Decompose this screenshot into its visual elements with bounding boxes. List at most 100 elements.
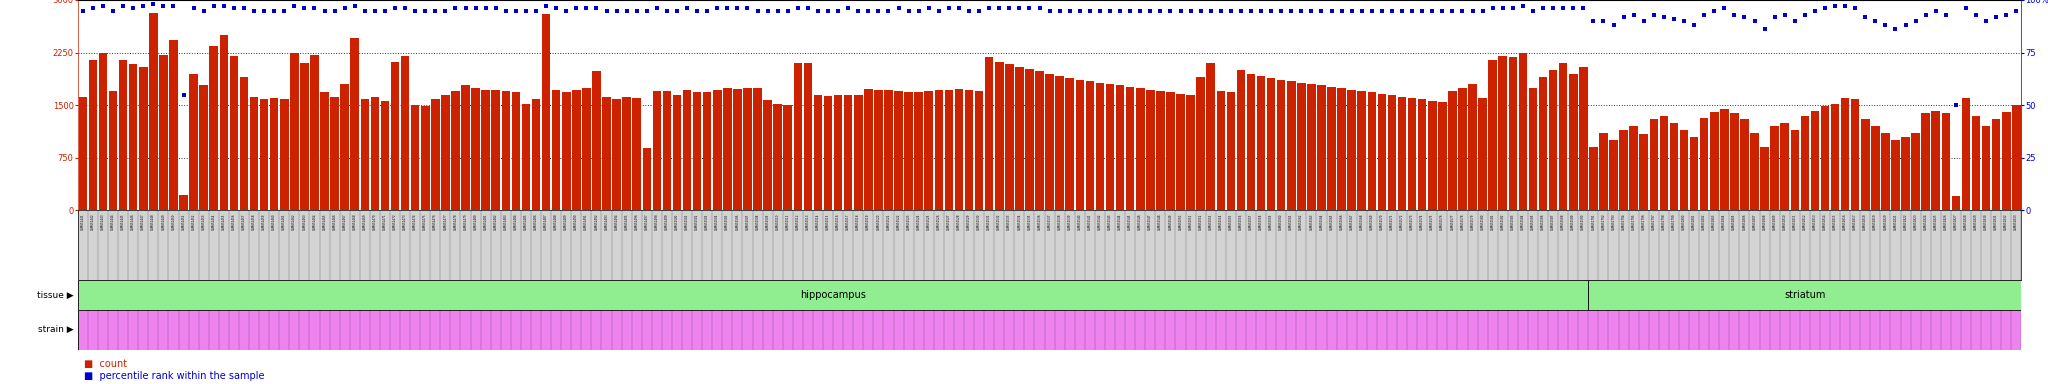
Point: [258, 7, 291, 13]
Point: [1204, 7, 1237, 13]
Point: [600, 7, 633, 13]
Bar: [813, 94, 821, 210]
Bar: [1247, 73, 1255, 210]
Point: [932, 5, 965, 12]
Point: [782, 5, 815, 12]
Point: [1415, 7, 1448, 13]
Bar: [1337, 88, 1346, 210]
Text: GSM651474: GSM651474: [414, 214, 418, 230]
Point: [86, 3, 119, 9]
Text: GSM651483: GSM651483: [504, 214, 508, 230]
Text: GSM651446: GSM651446: [131, 214, 135, 230]
Point: [1898, 18, 1931, 24]
Bar: [924, 91, 934, 210]
Point: [307, 7, 340, 13]
Text: GSM651542: GSM651542: [1098, 214, 1102, 230]
Bar: [1399, 97, 1407, 210]
Bar: [1872, 126, 1880, 210]
Text: GSM651552: GSM651552: [1198, 214, 1202, 230]
Point: [842, 7, 874, 13]
Text: GSM651544: GSM651544: [1118, 214, 1122, 230]
Point: [631, 7, 664, 13]
Bar: [1800, 116, 1808, 210]
Bar: [672, 94, 682, 210]
Point: [1909, 12, 1942, 18]
Bar: [1821, 106, 1829, 210]
Point: [217, 5, 250, 12]
Text: GSM651577: GSM651577: [1450, 214, 1454, 230]
Text: ■  count: ■ count: [84, 359, 127, 369]
Text: GSM651484: GSM651484: [514, 214, 518, 230]
Point: [1315, 7, 1348, 13]
Point: [106, 3, 139, 9]
Point: [1677, 22, 1710, 28]
Bar: [874, 89, 883, 210]
Point: [358, 7, 391, 13]
Bar: [522, 104, 530, 210]
Text: GSM651798: GSM651798: [1661, 214, 1665, 230]
Point: [76, 5, 109, 12]
Point: [973, 5, 1006, 12]
Bar: [1217, 91, 1225, 210]
Text: GSM651504: GSM651504: [715, 214, 719, 230]
Text: GSM651568: GSM651568: [1360, 214, 1364, 230]
Text: GSM651557: GSM651557: [1249, 214, 1253, 230]
Bar: [451, 91, 459, 210]
Point: [1114, 7, 1147, 13]
Text: GSM651490: GSM651490: [573, 214, 578, 230]
Text: strain ▶: strain ▶: [39, 325, 74, 334]
Bar: [471, 88, 479, 210]
Text: GSM651575: GSM651575: [1430, 214, 1434, 230]
Bar: [461, 85, 469, 210]
Bar: [1548, 70, 1556, 210]
Text: GSM651496: GSM651496: [635, 214, 639, 230]
Bar: [1972, 116, 1980, 210]
Text: GSM651818: GSM651818: [1864, 214, 1868, 230]
Text: GSM651499: GSM651499: [666, 214, 670, 230]
Bar: [330, 97, 338, 210]
Text: GSM651578: GSM651578: [1460, 214, 1464, 230]
Text: GSM651803: GSM651803: [1712, 214, 1716, 230]
Text: tissue ▶: tissue ▶: [37, 290, 74, 300]
Text: GSM651567: GSM651567: [1350, 214, 1354, 230]
Text: GSM651794: GSM651794: [1622, 214, 1626, 230]
Bar: [571, 89, 580, 210]
Point: [1225, 7, 1257, 13]
Point: [831, 5, 864, 12]
Point: [348, 7, 381, 13]
Point: [1042, 7, 1075, 13]
Text: GSM651558: GSM651558: [1260, 214, 1264, 230]
Bar: [78, 280, 1589, 310]
Bar: [1569, 73, 1577, 210]
Text: GSM651477: GSM651477: [442, 214, 446, 230]
Text: striatum: striatum: [1784, 290, 1825, 300]
Text: GSM651554: GSM651554: [1219, 214, 1223, 230]
Text: GSM651529: GSM651529: [967, 214, 971, 230]
Text: GSM651465: GSM651465: [322, 214, 326, 230]
Text: GSM651489: GSM651489: [565, 214, 567, 230]
Bar: [502, 91, 510, 210]
Text: GSM651494: GSM651494: [614, 214, 618, 230]
Point: [420, 7, 453, 13]
Point: [1808, 5, 1841, 12]
Point: [1145, 7, 1178, 13]
Bar: [492, 89, 500, 210]
Point: [1880, 26, 1913, 33]
Bar: [1942, 113, 1950, 210]
Bar: [612, 99, 621, 210]
Point: [772, 7, 805, 13]
Text: GSM651584: GSM651584: [1522, 214, 1526, 230]
Text: GSM651546: GSM651546: [1139, 214, 1143, 230]
Point: [1276, 7, 1309, 13]
Point: [893, 7, 926, 13]
Point: [872, 7, 905, 13]
Text: GSM651463: GSM651463: [303, 214, 307, 230]
Text: GSM651486: GSM651486: [535, 214, 539, 230]
Point: [197, 3, 229, 9]
Text: GSM651464: GSM651464: [313, 214, 317, 230]
Point: [1266, 7, 1298, 13]
Bar: [733, 89, 741, 210]
Point: [1970, 18, 2003, 24]
Bar: [561, 93, 571, 210]
Point: [1597, 22, 1630, 28]
